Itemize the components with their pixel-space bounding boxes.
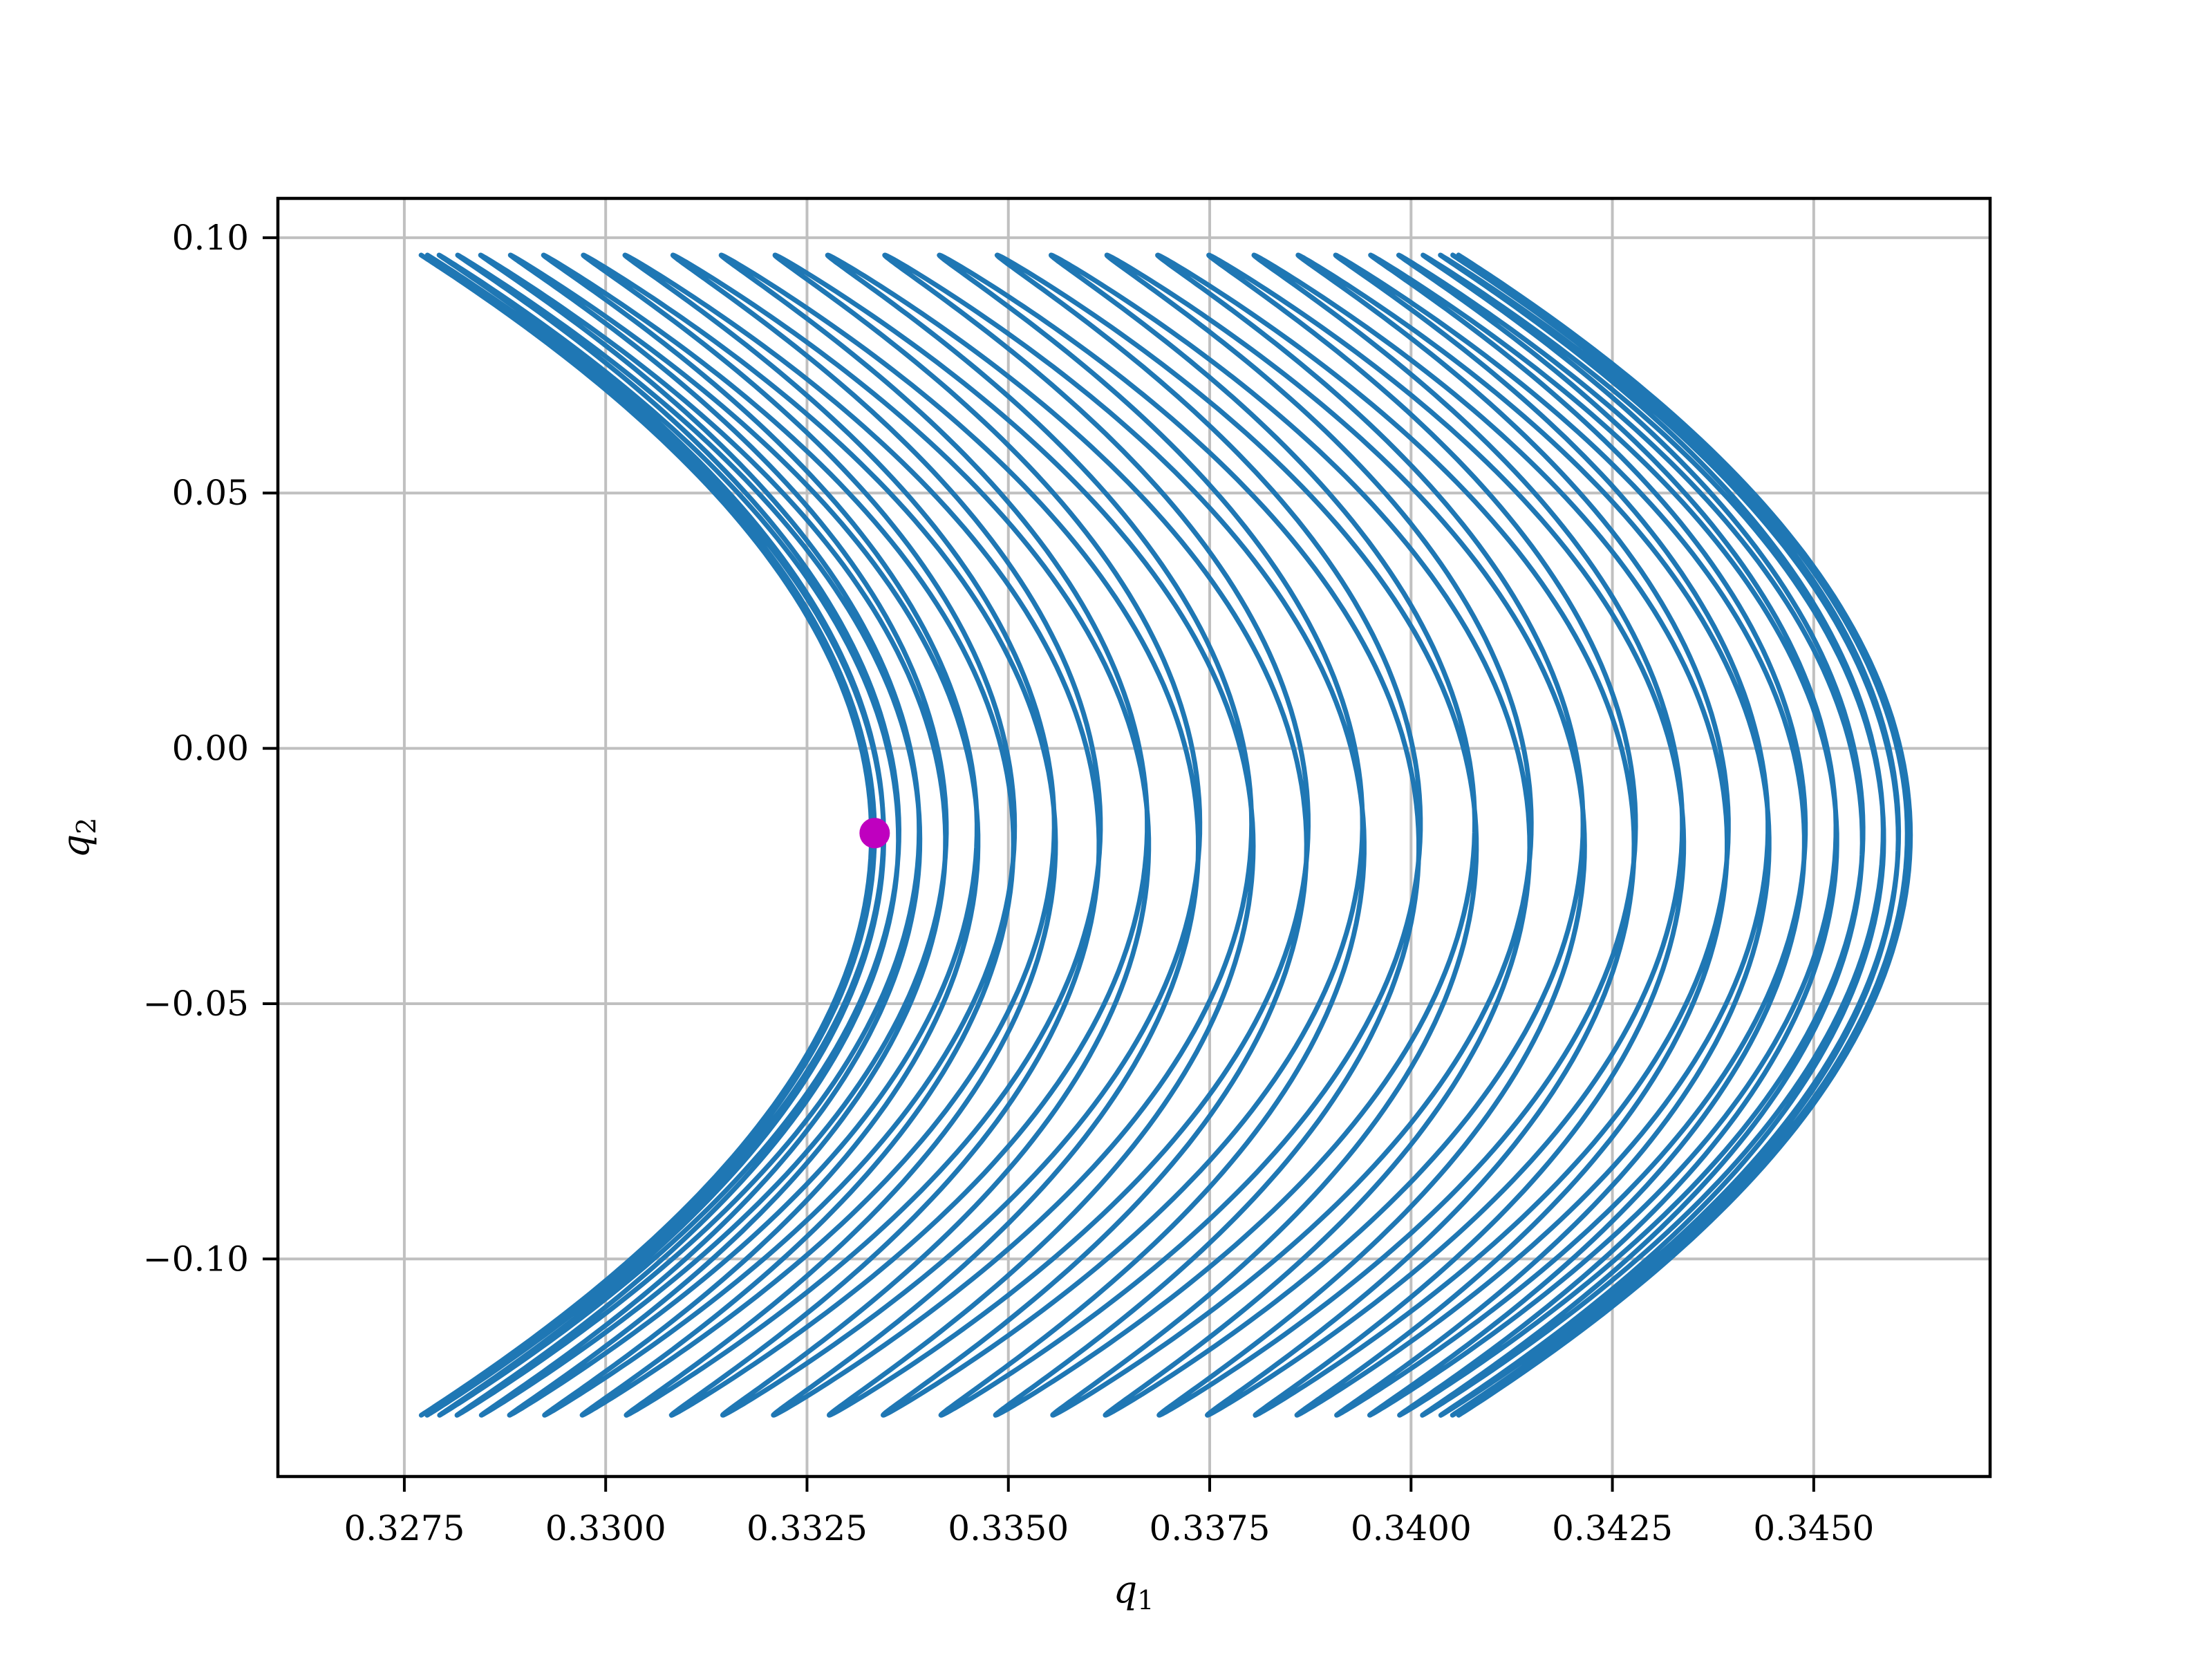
initial-point-marker bbox=[859, 818, 890, 849]
x-tick-label: 0.3375 bbox=[1150, 1508, 1271, 1548]
x-tick-label: 0.3275 bbox=[344, 1508, 465, 1548]
x-tick-label: 0.3425 bbox=[1552, 1508, 1673, 1548]
x-axis-ticks: 0.3275 0.3300 0.3325 0.3350 0.3375 0.3400 0.34… bbox=[344, 1477, 1874, 1548]
y-tick-label: −0.10 bbox=[143, 1239, 249, 1279]
y-tick-label: 0.05 bbox=[172, 473, 249, 513]
y-tick-label: −0.05 bbox=[143, 984, 249, 1024]
y-tick-label: 0.10 bbox=[172, 218, 249, 258]
x-axis-label: q1 bbox=[1114, 1568, 1154, 1615]
y-tick-label: 0.00 bbox=[172, 729, 249, 769]
plot-area bbox=[418, 252, 1913, 1418]
x-tick-label: 0.3325 bbox=[747, 1508, 868, 1548]
x-tick-label: 0.3450 bbox=[1753, 1508, 1874, 1548]
axes-frame bbox=[276, 196, 1992, 1479]
y-axis-ticks: 0.10 0.05 0.00 −0.05 −0.10 bbox=[143, 218, 278, 1279]
x-tick-label: 0.3350 bbox=[948, 1508, 1069, 1548]
y-axis-label: q2 bbox=[54, 818, 102, 859]
x-tick-label: 0.3400 bbox=[1351, 1508, 1472, 1548]
x-tick-label: 0.3300 bbox=[545, 1508, 666, 1548]
